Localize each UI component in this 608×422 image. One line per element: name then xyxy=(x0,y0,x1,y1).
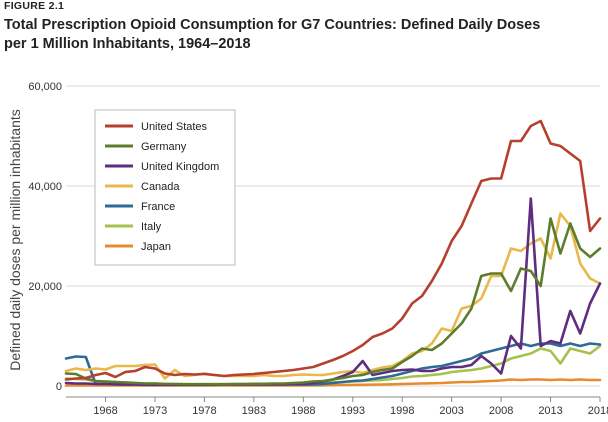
series-line-germany xyxy=(64,217,602,386)
x-axis-ticks: 1968 1973 1978 1983 1988 1993 1998 2003 2008 2013… xyxy=(93,397,608,417)
chart-title-line-1: Total Prescription Opioid Consumption fo… xyxy=(4,17,541,33)
x-tick-label: 1983 xyxy=(242,405,266,417)
legend-label: Japan xyxy=(141,241,171,253)
y-tick-label: 0 xyxy=(56,381,62,393)
x-tick-label: 1973 xyxy=(143,405,167,417)
series-lines xyxy=(64,119,602,387)
y-axis-label: Defined daily doses per million inhabita… xyxy=(7,109,23,370)
legend-label: Canada xyxy=(141,181,180,193)
x-tick-label: 2013 xyxy=(538,405,562,417)
x-tick-label: 2018 xyxy=(588,405,608,417)
legend-label: United Kingdom xyxy=(141,161,219,173)
chart-title: Total Prescription Opioid Consumption fo… xyxy=(4,16,604,54)
chart-title-line-2: per 1 Million Inhabitants, 1964–2018 xyxy=(4,36,251,52)
x-tick-label: 1978 xyxy=(192,405,216,417)
legend-label: Germany xyxy=(141,141,187,153)
legend: United States Germany United Kingdom Canada… xyxy=(94,109,236,266)
x-tick-label: 1993 xyxy=(341,405,365,417)
y-tick-label: 20,000 xyxy=(28,281,62,293)
x-tick-label: 1988 xyxy=(291,405,315,417)
y-axis-ticks: 0 20,000 40,000 60,000 xyxy=(28,81,62,393)
series-line-canada xyxy=(64,212,602,380)
x-tick-label: 2003 xyxy=(439,405,463,417)
x-tick-label: 1998 xyxy=(390,405,414,417)
y-tick-label: 60,000 xyxy=(28,81,62,93)
legend-label: United States xyxy=(141,121,208,133)
figure-label: FIGURE 2.1 xyxy=(4,0,65,12)
legend-label: Italy xyxy=(141,221,162,233)
y-tick-label: 40,000 xyxy=(28,181,62,193)
series-line-united-states xyxy=(64,119,602,381)
x-tick-label: 1968 xyxy=(93,405,117,417)
x-tick-label: 2008 xyxy=(489,405,513,417)
legend-label: France xyxy=(141,201,175,213)
